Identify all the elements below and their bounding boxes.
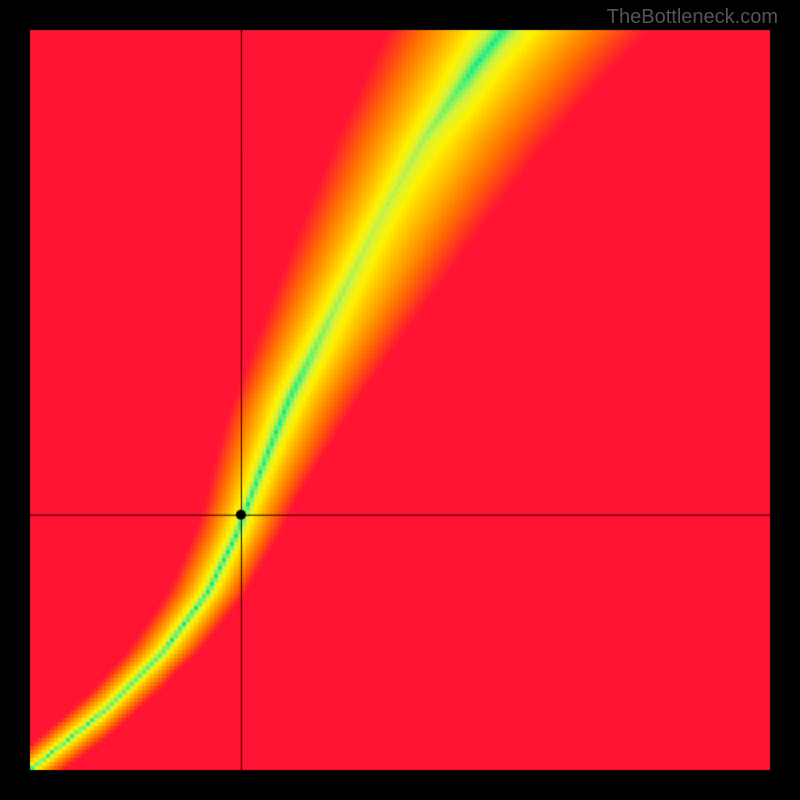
bottleneck-heatmap — [0, 0, 800, 800]
watermark-text: TheBottleneck.com — [607, 6, 778, 29]
